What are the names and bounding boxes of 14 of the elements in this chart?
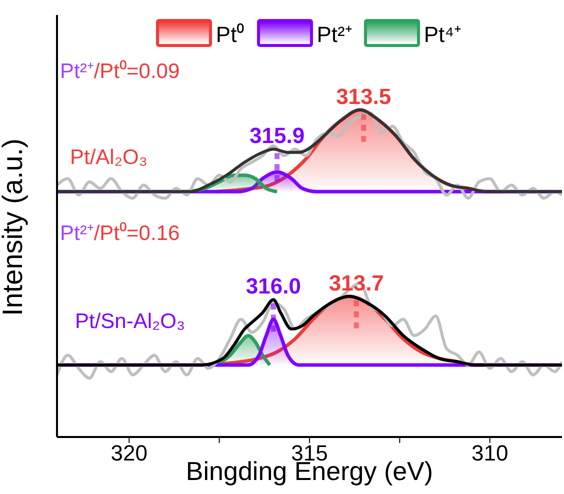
legend-label: Pt²⁺ [316,21,352,48]
x-tick-label: 310 [472,440,508,466]
y-axis-title: Intensity (a.u.) [0,138,28,316]
annotation: 313.5 [336,84,392,109]
text: Pt²⁺/Pt⁰=0.09 [60,60,180,83]
legend-label: Pt⁰ [216,21,245,48]
annotation: 316.0 [246,274,301,299]
legend-label: Pt⁴⁺ [424,21,462,48]
annotation: 313.7 [328,270,384,296]
annotation: 315.9 [250,123,305,148]
annotation: Pt/Al₂O₃ [70,146,148,170]
x-tick-label: 320 [110,440,148,466]
annotation: Pt/Sn-Al₂O₃ [75,310,186,334]
annotation: Pt²⁺/Pt⁰=0.16 [60,222,180,245]
